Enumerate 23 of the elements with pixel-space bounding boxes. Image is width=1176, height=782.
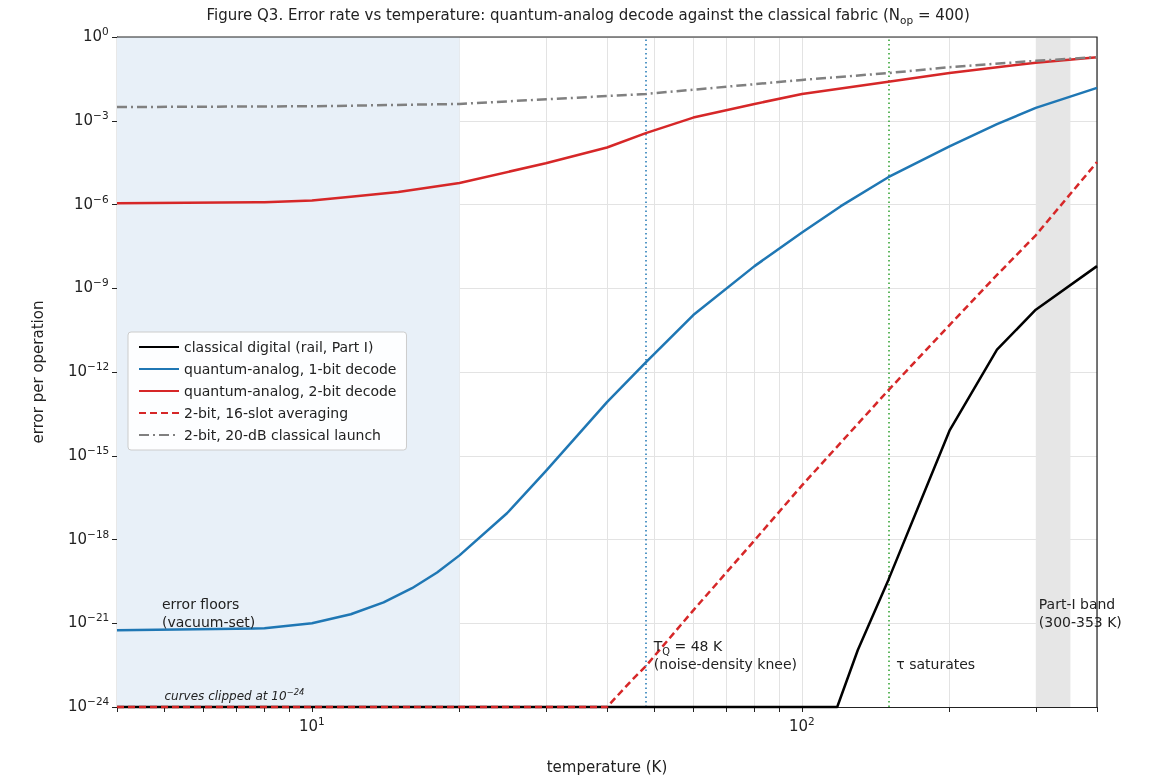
x-tick-label: 10$^{1}$ [298, 715, 325, 737]
band-label: error floors (vacuum-set) [162, 595, 256, 632]
y-tick-label: 10$^{−12}$ [68, 360, 110, 382]
annotation: curves clipped at 10$^{−24}$ [164, 687, 305, 705]
x-axis-title: temperature (K) [546, 757, 668, 776]
ref-line-label: T$_{Q}$ = 48 K (noise-density knee) [653, 637, 797, 674]
y-tick-label: 10$^{−24}$ [68, 695, 110, 717]
y-tick-label: 10$^{−9}$ [74, 276, 109, 298]
legend-label: 2-bit, 16-slot averaging [184, 405, 349, 421]
y-tick-label: 10$^{−18}$ [68, 527, 110, 549]
y-tick-label: 10$^{−3}$ [74, 108, 109, 131]
ref-line-label: τ saturates [896, 655, 976, 674]
x-tick-label: 10$^{2}$ [788, 715, 815, 737]
legend-label: classical digital (rail, Part I) [184, 339, 374, 355]
y-tick-label: 10$^{−6}$ [74, 192, 109, 214]
y-tick-label: 10$^{−15}$ [68, 443, 110, 466]
legend-label: quantum-analog, 1-bit decode [184, 361, 397, 377]
legend-label: quantum-analog, 2-bit decode [184, 383, 397, 399]
y-tick-label: 10$^{0}$ [83, 25, 109, 47]
y-axis-title: error per operation [28, 300, 47, 444]
y-tick-label: 10$^{−21}$ [68, 611, 110, 633]
chart-title: Figure Q3. Error rate vs temperature: quantum-analog decode against the classical fabric (N$_{op}$ = 400) [206, 6, 970, 26]
legend-label: 2-bit, 20-dB classical launch [184, 427, 381, 443]
